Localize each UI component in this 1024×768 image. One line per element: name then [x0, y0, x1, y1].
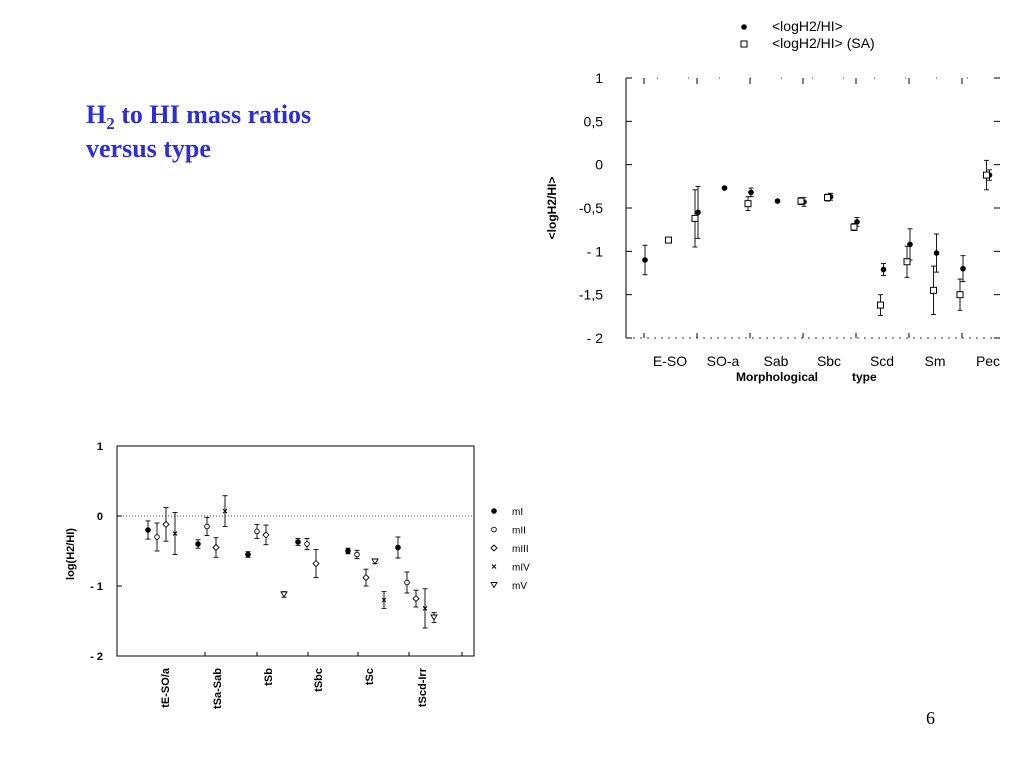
data-point	[412, 594, 420, 603]
x-axis-label-part2: type	[852, 370, 877, 384]
y-axis-label: log(H2/HI)	[65, 528, 77, 580]
data-point	[877, 301, 884, 309]
y-tick-label: - 1	[587, 243, 604, 259]
x-tick-label: Sab	[764, 353, 789, 369]
x-tick-label: tSb	[263, 668, 275, 686]
legend-marker-2	[740, 40, 748, 48]
page-number: 6	[926, 708, 935, 728]
data-point	[222, 508, 228, 514]
data-point	[204, 523, 210, 530]
x-tick-label: Sm	[925, 353, 946, 369]
data-point	[162, 520, 170, 529]
x-tick-label: tSbc	[313, 668, 325, 692]
legend-marker-mI	[491, 508, 497, 514]
x-tick-label: Pec	[976, 353, 1000, 369]
y-tick-label: -0,5	[579, 200, 603, 216]
data-point	[903, 258, 911, 266]
legend-marker-mII	[491, 526, 497, 533]
data-point	[395, 544, 401, 551]
data-point	[422, 606, 428, 611]
data-point	[304, 541, 310, 547]
legend-marker-mIV	[491, 564, 497, 569]
plot-frame	[116, 445, 475, 657]
y-tick-label: -1,5	[579, 287, 603, 303]
data-point	[930, 286, 937, 294]
x-tick-label: tSc	[364, 668, 376, 685]
y-tick-label: - 2	[587, 330, 604, 346]
data-point	[212, 543, 220, 552]
data-point	[381, 597, 387, 603]
data-point	[695, 209, 701, 216]
title-subscript: 2	[106, 114, 115, 134]
data-point	[748, 189, 754, 196]
data-point	[371, 558, 379, 565]
x-tick-label: tSa-Sab	[212, 668, 224, 709]
data-point	[195, 541, 201, 547]
legend-label-2: <logH2/HI> (SA)	[772, 35, 875, 51]
y-tick-label: - 2	[90, 651, 103, 663]
data-point	[824, 194, 831, 202]
data-point	[404, 579, 410, 586]
data-point	[262, 531, 270, 539]
title-text-part1: H	[86, 100, 107, 129]
legend-label-1: <logH2/HI>	[772, 18, 843, 34]
data-point	[983, 171, 990, 179]
legend-label-mV: mV	[512, 581, 527, 592]
morphological-type-chart: 1 0,5 0 -0,5 - 1 -1,5 - 2 <logH2/HI> E-SO SO-a Sab…	[545, 18, 1000, 384]
data-point	[172, 531, 178, 536]
legend-label-mII: mII	[512, 526, 526, 537]
legend-label-mIV: mIV	[512, 563, 530, 574]
y-tick-label: 1	[595, 70, 603, 86]
data-point	[430, 614, 438, 621]
data-point	[850, 223, 858, 231]
y-axis-label: <logH2/HI>	[545, 177, 559, 240]
data-point	[312, 559, 320, 568]
x-tick-label: tE-SO/a	[160, 667, 172, 708]
x-tick-label: Sbc	[817, 353, 841, 369]
data-point	[354, 551, 360, 558]
data-point	[960, 265, 966, 272]
data-point	[880, 266, 887, 273]
data-point	[797, 197, 805, 205]
x-axis-label-part1: Morphological	[736, 370, 818, 384]
data-point	[154, 534, 160, 540]
data-point	[744, 200, 752, 208]
title-text-line2: versus type	[86, 134, 211, 164]
data-point	[721, 185, 728, 191]
legend-marker-1	[741, 24, 747, 30]
x-tick-label: tScd-Irr	[417, 667, 429, 707]
y-tick-label: - 1	[90, 581, 103, 593]
data-point	[665, 236, 672, 244]
x-tick-label: E-SO	[653, 353, 687, 369]
legend-label-mIII: mIII	[512, 544, 529, 555]
data-point	[362, 573, 370, 582]
title-text-part2: to HI mass ratios	[114, 100, 312, 129]
y-tick-label: 0	[97, 511, 103, 523]
data-point	[295, 539, 301, 545]
data-point	[145, 527, 151, 533]
x-tick-label: Scd	[870, 353, 894, 369]
data-point	[245, 551, 251, 558]
slide-title: H2 to HI mass ratios versus type	[86, 100, 311, 165]
data-point	[345, 548, 351, 554]
x-tick-label: SO-a	[707, 353, 740, 369]
y-tick-label: 0,5	[584, 113, 604, 129]
legend-marker-mV	[490, 582, 498, 589]
data-point	[774, 198, 781, 204]
data-point	[280, 591, 288, 598]
data-point	[956, 291, 964, 299]
y-tick-label: 0	[595, 157, 603, 173]
data-point	[254, 528, 260, 535]
data-point	[642, 257, 648, 263]
legend-marker-mIII	[490, 544, 498, 552]
y-tick-label: 1	[97, 441, 103, 453]
data-point	[691, 214, 699, 222]
data-point	[933, 250, 940, 256]
legend-label-mI: mI	[512, 507, 523, 518]
